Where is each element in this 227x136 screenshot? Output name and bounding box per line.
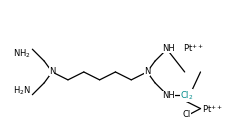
Text: N: N xyxy=(143,67,150,76)
Text: $\mathsf{Pt^{++}}$: $\mathsf{Pt^{++}}$ xyxy=(201,104,221,115)
Text: $\mathsf{H_2N}$: $\mathsf{H_2N}$ xyxy=(12,84,30,97)
Text: Cl: Cl xyxy=(182,110,190,119)
Text: N: N xyxy=(49,67,55,76)
Text: $\mathsf{Pt^{++}}$: $\mathsf{Pt^{++}}$ xyxy=(182,42,203,54)
Text: NH: NH xyxy=(161,44,174,53)
Text: $\mathsf{Cl_2}$: $\mathsf{Cl_2}$ xyxy=(179,89,192,102)
Text: NH: NH xyxy=(161,91,174,100)
Text: $\mathsf{NH_2}$: $\mathsf{NH_2}$ xyxy=(12,47,30,60)
